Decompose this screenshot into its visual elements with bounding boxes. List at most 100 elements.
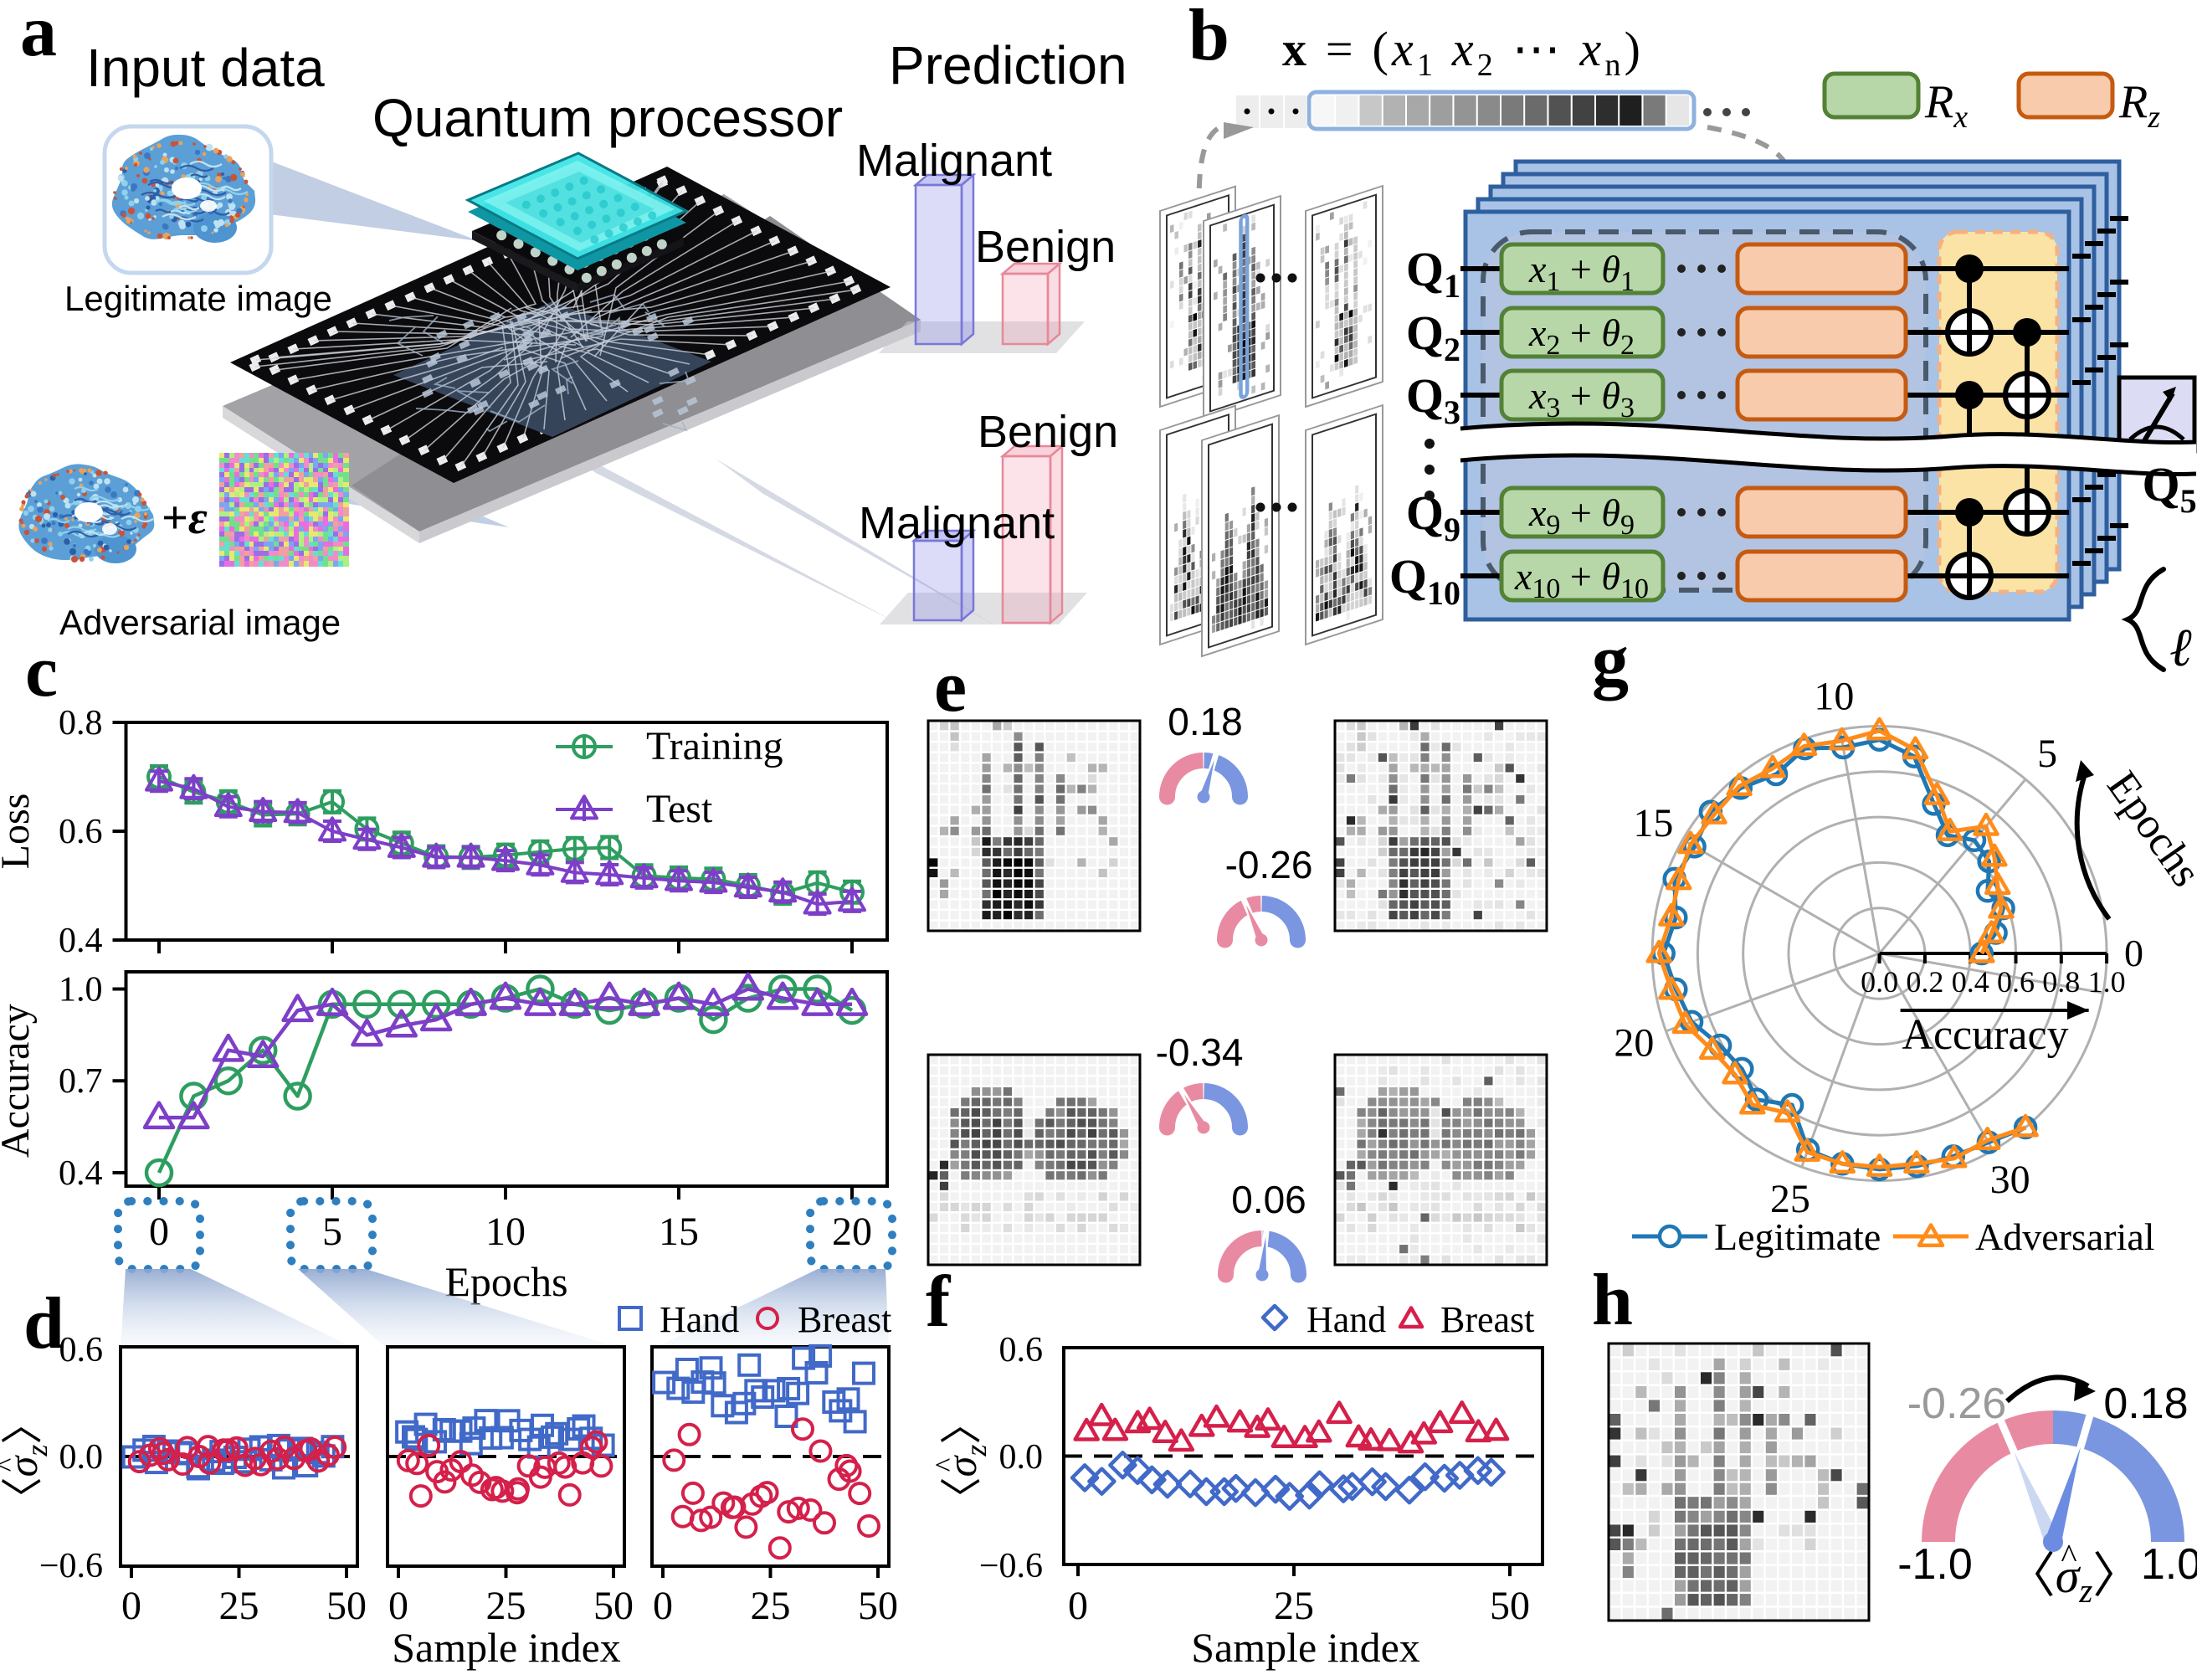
svg-text:d: d xyxy=(23,1283,64,1364)
svg-text:0.4: 0.4 xyxy=(59,922,103,960)
svg-text:a: a xyxy=(20,0,57,72)
svg-text:0.8: 0.8 xyxy=(2042,965,2080,999)
svg-text:-0.26: -0.26 xyxy=(1907,1379,2007,1428)
svg-text:−0.6: −0.6 xyxy=(39,1547,103,1585)
svg-text:0.2: 0.2 xyxy=(1906,965,1943,999)
svg-text:5: 5 xyxy=(322,1210,342,1254)
svg-text:5: 5 xyxy=(2037,732,2057,776)
svg-text:Sample index: Sample index xyxy=(392,1624,621,1671)
svg-text:f: f xyxy=(926,1261,952,1343)
svg-text:Adversarial image: Adversarial image xyxy=(59,603,341,642)
svg-text:1.0: 1.0 xyxy=(2088,965,2126,999)
svg-text:50: 50 xyxy=(1490,1584,1530,1628)
svg-text:0: 0 xyxy=(121,1584,141,1628)
svg-text:0.6: 0.6 xyxy=(59,1331,104,1369)
svg-text:-0.26: -0.26 xyxy=(1225,843,1313,886)
svg-text:Malignant: Malignant xyxy=(856,136,1052,186)
svg-text:Breast: Breast xyxy=(798,1299,891,1340)
svg-text:25: 25 xyxy=(486,1584,526,1628)
svg-text:15: 15 xyxy=(659,1210,699,1254)
svg-text:Test: Test xyxy=(646,787,713,831)
svg-text:Rx: Rx xyxy=(1924,76,1968,135)
svg-text:Q5: Q5 xyxy=(2142,457,2196,520)
svg-text:Breast: Breast xyxy=(1440,1299,1534,1340)
svg-text:x9 + θ9: x9 + θ9 xyxy=(1528,491,1635,541)
svg-text:0.8: 0.8 xyxy=(59,704,103,742)
svg-text:〈σz〉: 〈σz〉 xyxy=(2007,1549,2142,1610)
svg-text:Hand: Hand xyxy=(1306,1299,1386,1340)
svg-text:0.06: 0.06 xyxy=(1231,1178,1306,1221)
svg-text:0.18: 0.18 xyxy=(2103,1379,2188,1428)
svg-text:−0.6: −0.6 xyxy=(979,1547,1043,1585)
svg-text:x2 + θ2: x2 + θ2 xyxy=(1528,311,1635,361)
svg-text:^: ^ xyxy=(2061,1537,2076,1575)
svg-text:^: ^ xyxy=(929,1458,962,1472)
svg-text:20: 20 xyxy=(832,1210,872,1254)
svg-text:0.6: 0.6 xyxy=(999,1331,1044,1369)
svg-text:0.18: 0.18 xyxy=(1168,700,1243,743)
svg-text:50: 50 xyxy=(326,1584,367,1628)
svg-text:0: 0 xyxy=(149,1210,169,1254)
svg-text:Legitimate image: Legitimate image xyxy=(64,279,332,318)
svg-text:Q1: Q1 xyxy=(1406,242,1460,305)
svg-text:c: c xyxy=(25,631,58,712)
svg-text:0: 0 xyxy=(1068,1584,1088,1628)
svg-text:Q3: Q3 xyxy=(1406,368,1460,431)
svg-text:15: 15 xyxy=(1633,801,1673,845)
svg-text:x = (x1 x2 ⋯ xn): x = (x 1 x2 ⋯ x n) xyxy=(1282,22,1640,83)
svg-text:20: 20 xyxy=(1614,1021,1654,1066)
svg-text:Q10: Q10 xyxy=(1389,549,1460,612)
svg-text:50: 50 xyxy=(858,1584,898,1628)
svg-text:Benign: Benign xyxy=(978,407,1118,457)
svg-text:h: h xyxy=(1592,1260,1633,1341)
svg-text:0.0: 0.0 xyxy=(999,1438,1044,1477)
svg-text:^: ^ xyxy=(0,1458,23,1472)
svg-text:10: 10 xyxy=(485,1210,526,1254)
svg-text:0.7: 0.7 xyxy=(59,1062,103,1101)
svg-text:0.4: 0.4 xyxy=(1952,965,1989,999)
svg-text:25: 25 xyxy=(1274,1584,1314,1628)
svg-text:0: 0 xyxy=(388,1584,408,1628)
svg-text:25: 25 xyxy=(219,1584,259,1628)
svg-text:1.0: 1.0 xyxy=(59,971,103,1010)
svg-text:0: 0 xyxy=(2124,932,2143,974)
svg-text:ℓ: ℓ xyxy=(2169,618,2192,677)
svg-text:0.6: 0.6 xyxy=(59,813,103,851)
svg-text:x1 + θ1: x1 + θ1 xyxy=(1528,248,1635,297)
svg-text:Accuracy: Accuracy xyxy=(0,1004,38,1158)
svg-text:0.4: 0.4 xyxy=(59,1154,103,1193)
svg-text:〈σz〉: 〈σz〉 xyxy=(938,1403,993,1519)
svg-text:10: 10 xyxy=(1814,675,1854,719)
svg-text:Quantum processor: Quantum processor xyxy=(372,88,843,148)
svg-text:-0.34: -0.34 xyxy=(1156,1030,1244,1074)
svg-text:b: b xyxy=(1188,0,1229,76)
svg-text:25: 25 xyxy=(1770,1177,1810,1221)
svg-text:25: 25 xyxy=(751,1584,791,1628)
svg-text:Loss: Loss xyxy=(0,794,38,870)
svg-text:0.6: 0.6 xyxy=(1997,965,2035,999)
svg-text:Malignant: Malignant xyxy=(859,498,1055,548)
svg-text:Legitimate: Legitimate xyxy=(1714,1215,1881,1258)
svg-text:50: 50 xyxy=(593,1584,634,1628)
svg-text:Adversarial: Adversarial xyxy=(1975,1215,2155,1258)
svg-text:〈σz〉: 〈σz〉 xyxy=(0,1403,54,1519)
svg-text:Epochs: Epochs xyxy=(444,1258,567,1305)
svg-text:1.0: 1.0 xyxy=(2141,1540,2197,1589)
svg-text:Rz: Rz xyxy=(2118,76,2160,135)
svg-text:0.0: 0.0 xyxy=(59,1438,104,1477)
svg-text:+ε: +ε xyxy=(162,492,208,544)
svg-text:Benign: Benign xyxy=(975,222,1116,272)
svg-text:Input data: Input data xyxy=(86,38,325,98)
svg-text:Q2: Q2 xyxy=(1406,306,1460,368)
svg-text:30: 30 xyxy=(1990,1158,2030,1202)
svg-text:0.0: 0.0 xyxy=(1861,965,1898,999)
svg-text:-1.0: -1.0 xyxy=(1897,1540,1973,1589)
svg-text:0: 0 xyxy=(653,1584,673,1628)
svg-text:Training: Training xyxy=(646,724,783,768)
svg-text:x3 + θ3: x3 + θ3 xyxy=(1528,374,1635,424)
svg-text:Sample index: Sample index xyxy=(1191,1624,1420,1671)
svg-text:Prediction: Prediction xyxy=(889,35,1127,95)
svg-text:e: e xyxy=(934,646,967,727)
svg-text:g: g xyxy=(1592,620,1629,701)
svg-text:Hand: Hand xyxy=(660,1299,739,1340)
